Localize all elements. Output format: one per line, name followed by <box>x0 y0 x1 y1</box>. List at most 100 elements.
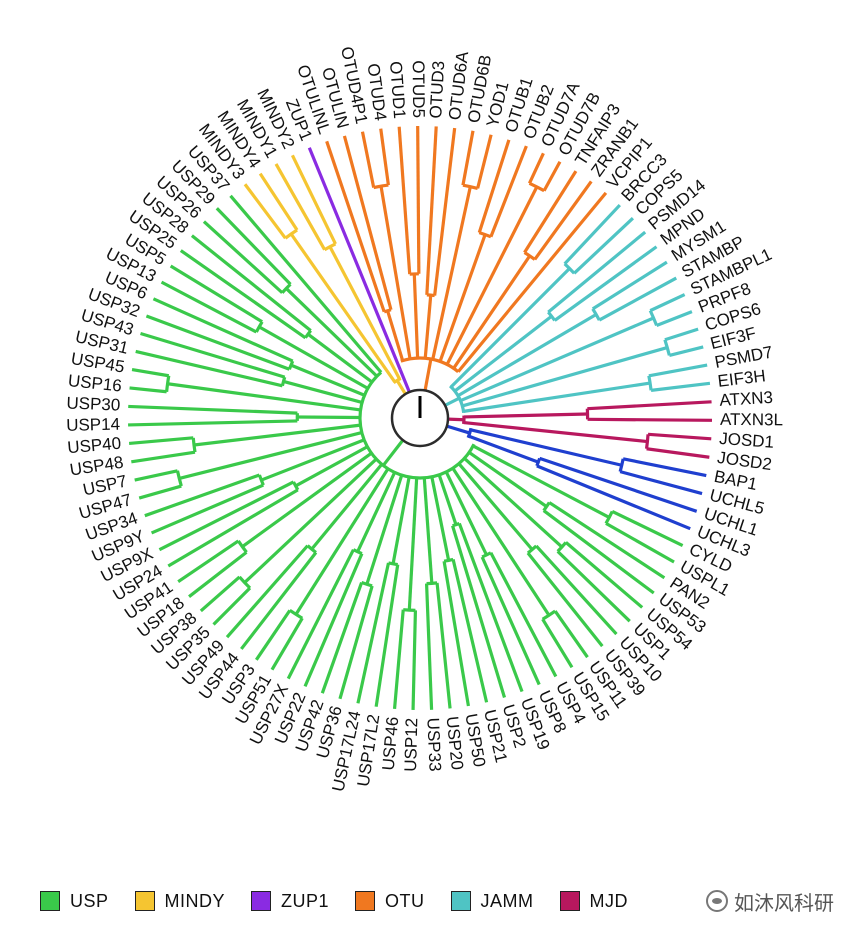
branch-jamm <box>547 230 647 314</box>
branch-usp <box>556 550 631 623</box>
branch-usp <box>131 367 170 378</box>
legend-item-zup1: ZUP1 <box>251 891 329 912</box>
legend-label-otu: OTU <box>385 890 425 911</box>
branch-mindy <box>274 163 326 251</box>
branch-usp <box>457 462 534 551</box>
branch-jamm <box>648 363 708 378</box>
branch-mindy <box>289 233 397 383</box>
branch-usp <box>241 451 373 548</box>
branch-otu <box>379 185 412 360</box>
branch-otu <box>360 131 376 188</box>
branch-otu <box>416 125 421 274</box>
branch-jamm <box>656 310 693 327</box>
node-arc-uch <box>618 458 625 473</box>
branch-usp <box>430 476 451 561</box>
legend: USP MINDY ZUP1 OTU JAMM MJD <box>40 886 654 916</box>
branch-usp <box>169 264 263 324</box>
branch-usp <box>553 610 589 659</box>
branch-usp <box>144 473 260 518</box>
branch-otu <box>489 145 528 238</box>
clade-arc-jamm <box>448 384 466 414</box>
leaf-labels: ATXN3ATXN3LJOSD1JOSD2BAP1UCHL5UCHL1UCHL3… <box>66 45 783 793</box>
leaf-label: USP33 <box>423 717 444 772</box>
legend-label-jamm: JAMM <box>480 890 534 911</box>
branch-usp <box>188 550 248 598</box>
branch-usp <box>564 541 644 609</box>
branch-usp <box>294 445 369 488</box>
branch-usp <box>243 457 378 584</box>
branch-usp <box>541 618 574 669</box>
branch-otu <box>445 186 539 366</box>
clade-arc-uch <box>466 427 473 439</box>
node-arc-otu <box>426 293 435 298</box>
node-arc-usp <box>254 320 264 333</box>
node-arc-jamm <box>663 339 671 356</box>
branch-zup1 <box>307 147 402 371</box>
legend-swatch-mjd <box>559 891 580 911</box>
leaf-label: USP30 <box>66 393 121 414</box>
legend-item-mjd: MJD <box>559 891 629 912</box>
branch-mjd <box>646 447 710 459</box>
branch-usp <box>270 617 304 671</box>
branch-otu <box>527 152 545 184</box>
leaf-label: USP40 <box>67 434 122 458</box>
branch-usp <box>260 438 365 482</box>
watermark-text: 如沐风科研 <box>734 890 834 915</box>
leaf-label: OTUD3 <box>426 60 448 119</box>
branch-usp <box>150 483 264 535</box>
branch-usp <box>468 451 548 508</box>
branch-usp <box>177 539 240 583</box>
branch-otu <box>412 273 420 359</box>
branch-usp <box>489 552 558 678</box>
branch-usp <box>480 556 541 686</box>
node-arc-otu <box>523 251 536 261</box>
leaf-label: USP46 <box>379 716 403 771</box>
branch-mjd <box>587 417 713 422</box>
legend-item-mindy: MINDY <box>134 890 226 912</box>
branch-otu <box>523 170 578 254</box>
node-arc-otu <box>528 181 545 193</box>
branch-jamm <box>553 245 658 322</box>
branch-usp <box>167 488 299 568</box>
node-arc-usp <box>281 283 292 294</box>
legend-label-usp: USP <box>70 890 109 911</box>
branch-usp <box>320 581 364 694</box>
branch-usp <box>202 220 284 294</box>
watermark: 如沐风科研 <box>700 884 840 918</box>
branch-jamm <box>573 217 635 275</box>
branch-otu <box>461 130 475 186</box>
branch-otu <box>379 128 390 186</box>
branch-usp <box>128 436 194 446</box>
branch-jamm <box>650 381 711 392</box>
branch-jamm <box>449 267 571 389</box>
branch-usp <box>135 349 283 388</box>
branch-usp <box>411 610 418 710</box>
legend-swatch-zup1 <box>251 891 272 911</box>
branch-usp <box>310 463 384 551</box>
branch-jamm <box>459 316 655 403</box>
branch-jamm <box>649 293 686 313</box>
branch-mindy <box>258 172 299 231</box>
branch-jamm <box>457 313 597 398</box>
branch-usp <box>160 280 258 334</box>
branch-usp <box>535 544 618 636</box>
branch-usp <box>158 480 295 552</box>
branch-usp <box>215 207 292 286</box>
branch-uch <box>622 457 707 478</box>
node-arc-otu <box>373 183 389 190</box>
phylogenetic-tree: ATXN3ATXN3LJOSD1JOSD2BAP1UCHL5UCHL1UCHL3… <box>66 45 783 793</box>
branch-otu <box>476 134 493 189</box>
branch-otu <box>452 255 532 370</box>
branch-usp <box>229 194 383 374</box>
branch-usp <box>128 404 298 415</box>
leaf-label: ATXN3L <box>720 410 783 429</box>
branch-usp <box>442 560 471 707</box>
branch-usp <box>338 585 374 700</box>
branch-usp <box>472 444 610 519</box>
node-arc-otu <box>462 183 479 190</box>
branch-usp <box>392 609 405 710</box>
branch-usp <box>258 325 369 390</box>
branch-usp <box>444 471 488 556</box>
branch-usp <box>356 471 397 553</box>
legend-label-mindy: MINDY <box>164 890 226 911</box>
